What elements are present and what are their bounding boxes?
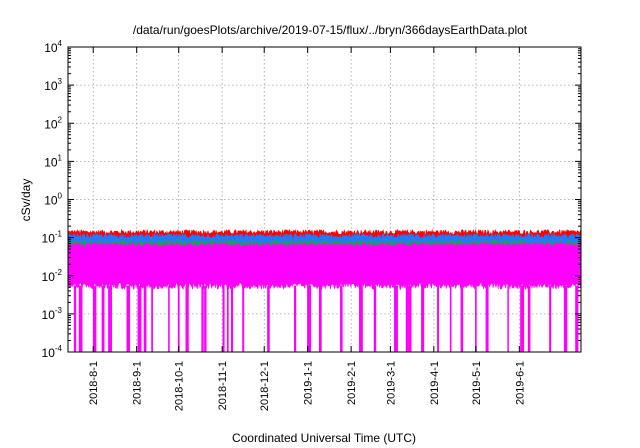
dropout-spike [405,285,409,352]
y-tick-label: 100 [44,192,62,208]
dropout-spike [137,285,142,352]
data-series [67,228,582,352]
dropout-spike [307,285,312,352]
x-tick-label: 2018-11-1 [217,361,229,410]
y-tick-label: 10-1 [42,230,63,246]
y-tick-label: 102 [44,115,62,131]
dropout-spike [575,285,579,352]
x-tick-label: 2019-3-1 [385,361,397,405]
x-tick-label: 2018-9-1 [132,361,144,405]
dropout-spike [267,285,270,352]
x-tick-label: 2018-12-1 [259,361,271,411]
x-tick-labels: 2018-8-1 2018-9-1 2018-10-1 2018-11-1 2018-1… [88,361,526,411]
series-line [67,245,582,254]
dropout-spike [201,285,204,352]
dropout-spike [230,285,234,352]
dropout-spike [293,285,297,352]
x-tick-label: 2019-5-1 [471,361,483,405]
dropout-spike [460,285,464,352]
y-tick-labels: 10-4 10-3 10-2 10-1 100 101 102 103 104 [42,39,63,360]
dropout-spike [226,285,229,352]
dropout-spike [549,285,552,352]
dropout-spike [204,285,207,352]
dropout-spike [78,285,83,352]
y-tick-label: 10-3 [42,306,63,322]
dropout-spike [222,285,225,352]
series-line [67,236,582,245]
dropout-spike [394,285,398,352]
dropout-spike [340,285,343,352]
y-axis-label: cSv/day [19,179,33,222]
series-band [67,241,582,352]
dropout-spike [318,285,322,352]
y-tick-label: 101 [44,153,62,169]
dropout-spike [108,285,112,352]
x-tick-label: 2018-8-1 [88,361,100,405]
dropout-spike [143,285,147,352]
x-tick-label: 2019-6-1 [514,361,526,405]
dropout-spike [177,285,180,352]
dropout-spike [92,285,97,352]
dropout-spike [151,285,153,352]
dropout-spike [359,285,363,352]
y-tick-label: 104 [44,39,62,55]
y-tick-label: 10-2 [42,268,63,284]
dropout-spike [449,285,452,352]
dropout-spike [126,285,131,352]
dropout-spike [437,285,439,352]
y-tick-label: 10-4 [42,344,63,360]
dropout-spike [242,285,245,352]
x-axis-label: Coordinated Universal Time (UTC) [232,431,416,445]
dropout-spike [563,285,568,352]
x-tick-label: 2019-4-1 [429,361,441,405]
dropout-spike [73,285,77,352]
dropout-spike [527,285,531,352]
dropout-spike [421,285,425,352]
dropout-spike [185,285,189,352]
dropout-spike [101,285,105,352]
dropout-spike [373,285,377,352]
x-tick-label: 2019-2-1 [346,361,358,405]
y-tick-label: 103 [44,77,62,93]
dropout-spike [485,285,489,352]
x-tick-label: 2018-10-1 [174,361,186,411]
chart-title: /data/run/goesPlots/archive/2019-07-15/f… [133,23,528,37]
dropout-spike [168,285,170,352]
dropout-spike [520,285,525,352]
dropout-spike [408,285,412,352]
x-tick-label: 2019-1-1 [303,361,315,405]
axis-ticks [68,46,581,353]
dropout-spike [475,285,477,352]
dropout-spike [507,285,509,352]
